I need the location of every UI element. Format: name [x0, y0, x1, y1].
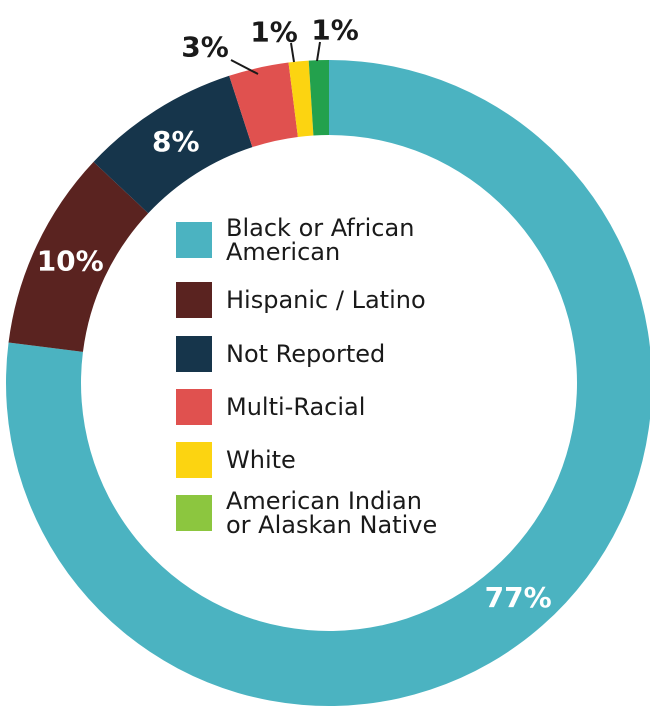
legend-swatch-american-indian-or-alaskan-native — [176, 495, 212, 531]
leader-line-white — [290, 42, 295, 63]
legend-label-american-indian-or-alaskan-native-line2: or Alaskan Native — [226, 511, 437, 539]
slice-not-reported — [93, 75, 253, 214]
legend-label-american-indian-or-alaskan-native-line1: American Indian — [226, 487, 422, 515]
legend-swatch-white — [176, 442, 212, 478]
donut-slices — [6, 60, 650, 706]
slice-hispanic-latino — [8, 161, 149, 352]
slice-label-hispanic-latino: 10% — [37, 245, 104, 278]
leader-line-multi-racial — [230, 59, 259, 75]
slice-label-multi-racial: 3% — [181, 31, 229, 64]
leader-line-american-indian-or-alaskan-native — [316, 41, 321, 62]
slice-multi-racial — [229, 62, 298, 148]
slice-labels: 77% 10% 8% 3% 1% 1% — [37, 14, 552, 615]
slice-label-american-indian-or-alaskan-native: 1% — [311, 14, 359, 47]
legend-swatch-hispanic-latino — [176, 282, 212, 318]
slice-label-white: 1% — [250, 16, 298, 49]
legend-label-white: White — [226, 446, 296, 474]
slice-american-indian-or-alaskan-native — [308, 60, 329, 136]
legend-swatch-not-reported — [176, 336, 212, 372]
legend-label-not-reported: Not Reported — [226, 340, 385, 368]
label-leader-lines — [230, 41, 321, 75]
legend-label-black-or-african-american-line2: American — [226, 238, 340, 266]
slice-label-black-or-african-american: 77% — [485, 581, 552, 614]
legend-swatch-black-or-african-american — [176, 222, 212, 258]
legend-label-black-or-african-american-line1: Black or African — [226, 214, 414, 242]
slice-label-not-reported: 8% — [152, 125, 200, 158]
legend-label-hispanic-latino: Hispanic / Latino — [226, 286, 426, 314]
legend-label-multi-racial: Multi-Racial — [226, 393, 365, 421]
legend-swatch-multi-racial — [176, 389, 212, 425]
slice-white — [288, 60, 314, 137]
